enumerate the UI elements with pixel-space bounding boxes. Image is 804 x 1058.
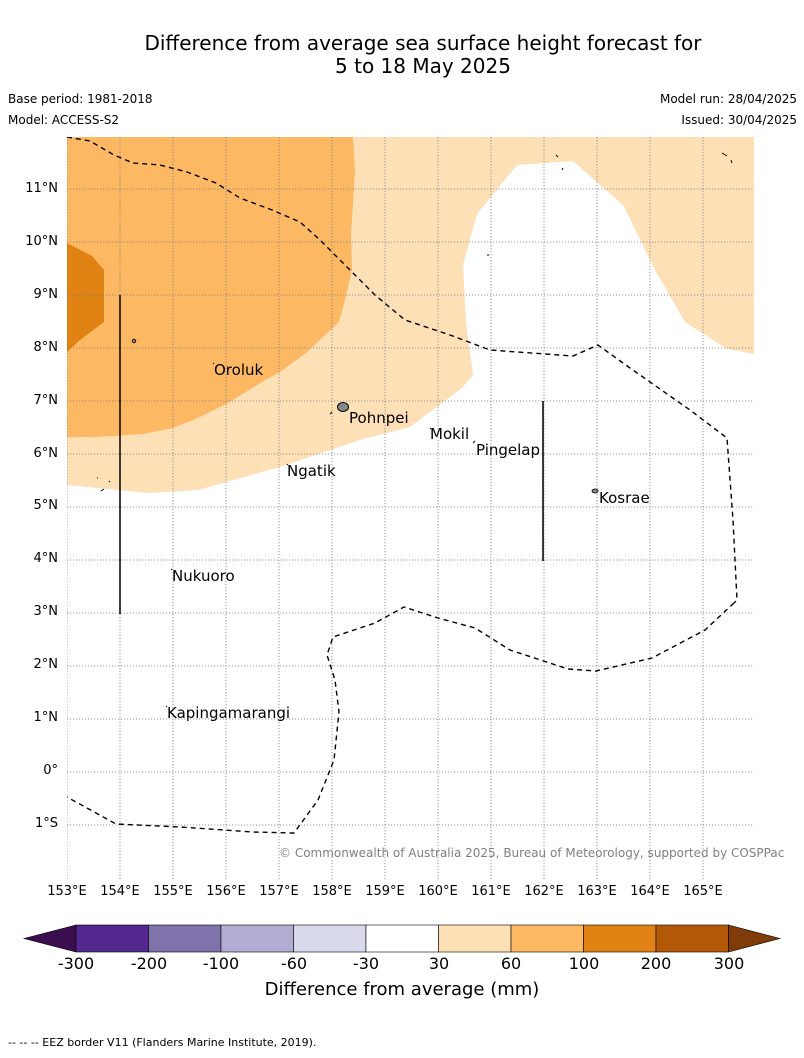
lat-label: 0°: [43, 763, 58, 778]
colorbar-segment: [148, 924, 222, 953]
colorbar-extend-high: [728, 924, 782, 953]
lat-label: 4°N: [33, 551, 59, 566]
colorbar: [22, 924, 782, 953]
title-line-1: Difference from average sea surface heig…: [144, 31, 702, 55]
eez-legend-footnote: -- -- -- EEZ border V11 (Flanders Marine…: [8, 1036, 317, 1049]
lat-label: 8°N: [33, 340, 59, 355]
lat-label: 5°N: [33, 498, 59, 513]
lon-label: 158°E: [312, 884, 352, 899]
place-label-pohnpei: Pohnpei: [349, 409, 409, 427]
colorbar-tick: 300: [713, 954, 745, 973]
small-island-icon: [131, 338, 137, 344]
lat-label: 7°N: [33, 393, 59, 408]
colorbar-segment: [510, 924, 584, 953]
map-title: Difference from average sea surface heig…: [0, 32, 804, 78]
lon-label: 161°E: [471, 884, 511, 899]
colorbar-tick: 100: [568, 954, 600, 973]
lon-label: 160°E: [418, 884, 458, 899]
lon-label: 164°E: [630, 884, 670, 899]
place-label-oroluk: Oroluk: [214, 361, 264, 379]
lon-label: 163°E: [577, 884, 617, 899]
colorbar-segment: [583, 924, 657, 953]
kosrae-island-icon: [591, 488, 599, 494]
colorbar-segment: [438, 924, 512, 953]
lon-label: 157°E: [259, 884, 299, 899]
issued-date: Issued: 30/04/2025: [681, 113, 797, 127]
anomaly-region-100-200: [67, 243, 104, 352]
model-run: Model run: 28/04/2025: [659, 92, 797, 106]
lat-label: 10°N: [25, 234, 58, 249]
lon-label: 153°E: [47, 884, 87, 899]
place-label-ngatik: Ngatik: [287, 462, 336, 480]
place-label-pingelap: Pingelap: [476, 441, 541, 459]
lat-label: 11°N: [25, 181, 58, 196]
lon-label: 156°E: [206, 884, 246, 899]
colorbar-tick: -300: [57, 954, 95, 973]
colorbar-tick: 30: [428, 954, 450, 973]
eez-border-south: [67, 602, 735, 834]
anomaly-region-60-100: [67, 137, 355, 437]
place-label-kosrae: Kosrae: [599, 489, 650, 507]
colorbar-tick: -200: [130, 954, 168, 973]
place-label-mokil: Mokil: [430, 425, 470, 443]
pohnpei-island-icon: [337, 402, 349, 412]
colorbar-segment: [655, 924, 729, 953]
lon-label: 162°E: [524, 884, 564, 899]
lat-label: 6°N: [33, 446, 59, 461]
colorbar-tick: 200: [640, 954, 672, 973]
colorbar-segment: [220, 924, 294, 953]
lat-label: 2°N: [33, 657, 59, 672]
colorbar-tick: -30: [352, 954, 380, 973]
lon-label: 159°E: [365, 884, 405, 899]
colorbar-title: Difference from average (mm): [264, 979, 540, 1000]
title-line-2: 5 to 18 May 2025: [335, 54, 511, 78]
colorbar-segment: [365, 924, 439, 953]
colorbar-tick: -100: [202, 954, 240, 973]
copyright-notice: © Commonwealth of Australia 2025, Bureau…: [279, 846, 785, 860]
colorbar-segment: [75, 924, 149, 953]
lat-label: 9°N: [33, 287, 59, 302]
eez-border-north: [67, 137, 738, 604]
lon-label: 154°E: [100, 884, 140, 899]
lat-label: 3°N: [33, 604, 59, 619]
lon-label: 155°E: [153, 884, 193, 899]
place-label-nukuoro: Nukuoro: [172, 567, 235, 585]
colorbar-tick: -60: [280, 954, 308, 973]
base-period: Base period: 1981-2018: [8, 92, 153, 106]
colorbar-segment: [293, 924, 367, 953]
lat-label: 1°S: [34, 816, 58, 831]
lon-label: 165°E: [683, 884, 723, 899]
place-label-kapingamarangi: Kapingamarangi: [167, 704, 291, 722]
lat-label: 1°N: [33, 710, 59, 725]
colorbar-extend-low: [22, 924, 77, 953]
model-name: Model: ACCESS-S2: [8, 113, 120, 127]
colorbar-tick: 60: [500, 954, 522, 973]
